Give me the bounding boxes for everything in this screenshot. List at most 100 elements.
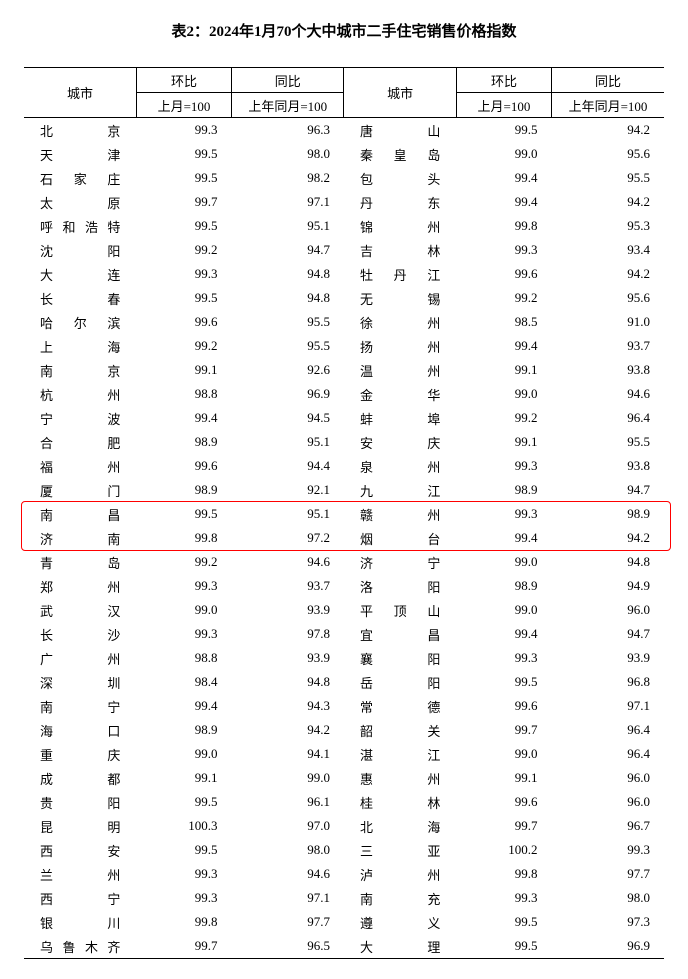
table-row: 福 州99.694.4泉 州99.393.8 [24, 454, 664, 478]
value-cell: 99.5 [136, 838, 231, 862]
value-cell: 99.1 [456, 766, 551, 790]
col-mom-sub-2: 上月=100 [456, 93, 551, 118]
city-cell: 平 顶 山 [344, 598, 456, 622]
value-cell: 94.2 [552, 190, 664, 214]
city-cell: 赣 州 [344, 502, 456, 526]
value-cell: 95.6 [552, 286, 664, 310]
city-cell: 烟 台 [344, 526, 456, 550]
table-row: 哈 尔 滨99.695.5徐 州98.591.0 [24, 310, 664, 334]
city-cell: 济 宁 [344, 550, 456, 574]
city-cell: 牡 丹 江 [344, 262, 456, 286]
table-row: 重 庆99.094.1湛 江99.096.4 [24, 742, 664, 766]
value-cell: 99.7 [136, 190, 231, 214]
value-cell: 99.8 [136, 910, 231, 934]
value-cell: 99.6 [136, 310, 231, 334]
value-cell: 93.9 [232, 598, 344, 622]
value-cell: 93.8 [552, 454, 664, 478]
value-cell: 99.3 [136, 862, 231, 886]
value-cell: 94.1 [232, 742, 344, 766]
city-cell: 北 京 [24, 118, 136, 143]
table-row: 上 海99.295.5扬 州99.493.7 [24, 334, 664, 358]
city-cell: 福 州 [24, 454, 136, 478]
value-cell: 98.9 [552, 502, 664, 526]
col-mom-2: 环比 [456, 68, 551, 93]
city-cell: 惠 州 [344, 766, 456, 790]
table-row: 西 宁99.397.1南 充99.398.0 [24, 886, 664, 910]
city-cell: 长 沙 [24, 622, 136, 646]
city-cell: 昆 明 [24, 814, 136, 838]
value-cell: 94.9 [552, 574, 664, 598]
city-cell: 遵 义 [344, 910, 456, 934]
value-cell: 94.2 [232, 718, 344, 742]
city-cell: 天 津 [24, 142, 136, 166]
table-row: 银 川99.897.7遵 义99.597.3 [24, 910, 664, 934]
table-row: 贵 阳99.596.1桂 林99.696.0 [24, 790, 664, 814]
value-cell: 94.8 [232, 262, 344, 286]
value-cell: 99.6 [456, 262, 551, 286]
value-cell: 99.3 [552, 838, 664, 862]
col-city-2: 城市 [344, 68, 456, 118]
city-cell: 大 连 [24, 262, 136, 286]
value-cell: 99.1 [136, 766, 231, 790]
value-cell: 96.4 [552, 742, 664, 766]
table-row: 昆 明100.397.0北 海99.796.7 [24, 814, 664, 838]
city-cell: 厦 门 [24, 478, 136, 502]
city-cell: 安 庆 [344, 430, 456, 454]
value-cell: 98.8 [136, 382, 231, 406]
value-cell: 99.3 [456, 646, 551, 670]
value-cell: 95.5 [552, 166, 664, 190]
table-row: 厦 门98.992.1九 江98.994.7 [24, 478, 664, 502]
table-row: 郑 州99.393.7洛 阳98.994.9 [24, 574, 664, 598]
value-cell: 92.1 [232, 478, 344, 502]
value-cell: 99.0 [136, 742, 231, 766]
table-row: 海 口98.994.2韶 关99.796.4 [24, 718, 664, 742]
city-cell: 三 亚 [344, 838, 456, 862]
city-cell: 呼和浩特 [24, 214, 136, 238]
city-cell: 石 家 庄 [24, 166, 136, 190]
city-cell: 无 锡 [344, 286, 456, 310]
value-cell: 96.3 [232, 118, 344, 143]
value-cell: 94.6 [552, 382, 664, 406]
value-cell: 99.0 [456, 550, 551, 574]
city-cell: 杭 州 [24, 382, 136, 406]
table-row: 呼和浩特99.595.1锦 州99.895.3 [24, 214, 664, 238]
value-cell: 99.5 [136, 142, 231, 166]
table-row: 青 岛99.294.6济 宁99.094.8 [24, 550, 664, 574]
table-row: 南 京99.192.6温 州99.193.8 [24, 358, 664, 382]
col-yoy-sub-2: 上年同月=100 [552, 93, 664, 118]
value-cell: 91.0 [552, 310, 664, 334]
table-row: 广 州98.893.9襄 阳99.393.9 [24, 646, 664, 670]
value-cell: 99.0 [456, 142, 551, 166]
city-cell: 宜 昌 [344, 622, 456, 646]
value-cell: 99.5 [456, 118, 551, 143]
city-cell: 南 昌 [24, 502, 136, 526]
table-row: 深 圳98.494.8岳 阳99.596.8 [24, 670, 664, 694]
value-cell: 99.1 [136, 358, 231, 382]
table-wrap: 城市 环比 同比 城市 环比 同比 上月=100 上年同月=100 上月=100… [24, 67, 664, 959]
city-cell: 韶 关 [344, 718, 456, 742]
value-cell: 97.0 [232, 814, 344, 838]
table-row: 武 汉99.093.9平 顶 山99.096.0 [24, 598, 664, 622]
city-cell: 南 充 [344, 886, 456, 910]
value-cell: 93.8 [552, 358, 664, 382]
city-cell: 武 汉 [24, 598, 136, 622]
value-cell: 98.2 [232, 166, 344, 190]
value-cell: 93.9 [232, 646, 344, 670]
value-cell: 99.8 [456, 862, 551, 886]
city-cell: 桂 林 [344, 790, 456, 814]
table-row: 太 原99.797.1丹 东99.494.2 [24, 190, 664, 214]
value-cell: 93.9 [552, 646, 664, 670]
city-cell: 岳 阳 [344, 670, 456, 694]
value-cell: 96.9 [552, 934, 664, 959]
value-cell: 94.7 [552, 622, 664, 646]
value-cell: 99.5 [136, 166, 231, 190]
table-row: 济 南99.897.2烟 台99.494.2 [24, 526, 664, 550]
city-cell: 金 华 [344, 382, 456, 406]
table-body: 北 京99.396.3唐 山99.594.2天 津99.598.0秦 皇 岛99… [24, 118, 664, 959]
value-cell: 96.9 [232, 382, 344, 406]
price-index-table: 城市 环比 同比 城市 环比 同比 上月=100 上年同月=100 上月=100… [24, 67, 664, 959]
value-cell: 99.0 [456, 382, 551, 406]
city-cell: 成 都 [24, 766, 136, 790]
value-cell: 92.6 [232, 358, 344, 382]
value-cell: 99.3 [136, 622, 231, 646]
